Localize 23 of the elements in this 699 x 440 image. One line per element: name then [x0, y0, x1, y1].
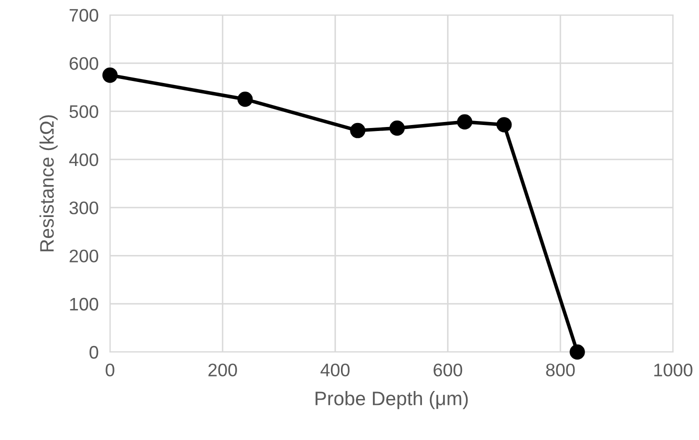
- x-tick-label: 800: [546, 364, 575, 376]
- y-tick-label: 300: [69, 202, 98, 214]
- point: [102, 68, 118, 83]
- y-tick-label: 100: [70, 298, 98, 311]
- y-axis-title: Resistance (kΩ): [40, 115, 58, 252]
- y-tick-label: 500: [69, 105, 98, 118]
- x-tick-label: 1000: [654, 364, 692, 376]
- point: [237, 92, 253, 107]
- y-tick-label: 200: [70, 250, 98, 262]
- point: [496, 117, 512, 132]
- x-tick-label: 600: [434, 364, 462, 376]
- x-axis-title: Probe Depth (μm): [316, 391, 468, 410]
- y-tick-label: 700: [70, 8, 98, 22]
- x-tick-label: 200: [208, 364, 237, 376]
- point: [350, 122, 366, 138]
- x-tick-label: 0: [106, 364, 114, 376]
- x-tick-label: 400: [320, 364, 350, 376]
- y-tick-label: 400: [69, 153, 98, 166]
- y-tick-label: 600: [70, 57, 98, 70]
- point: [389, 120, 405, 136]
- y-tick-label: 0: [90, 346, 98, 359]
- point: [457, 114, 472, 130]
- point: [570, 344, 585, 360]
